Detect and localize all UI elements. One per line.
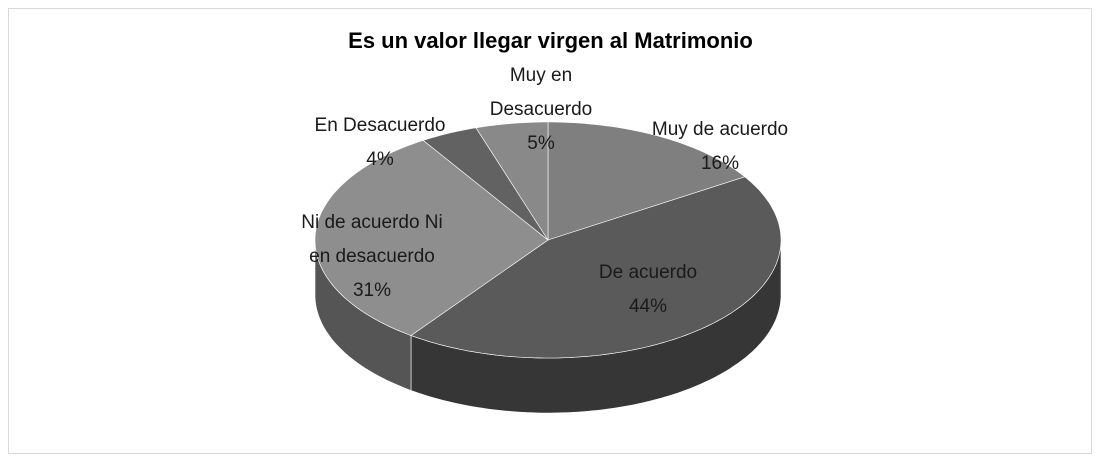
value-label: 31% bbox=[352, 280, 392, 301]
category-label: Muy de acuerdo bbox=[651, 119, 789, 140]
category-label: En Desacuerdo bbox=[314, 115, 446, 136]
data-label: De acuerdo 44% bbox=[548, 256, 748, 324]
slice bbox=[422, 127, 549, 241]
chart-title: Es un valor llegar virgen al Matrimonio bbox=[348, 28, 753, 53]
category-label: De acuerdo bbox=[598, 262, 698, 283]
value-label: 5% bbox=[527, 133, 555, 154]
data-label: Muy de acuerdo 16% bbox=[620, 113, 820, 181]
data-label: Muy en Desacuerdo 5% bbox=[481, 59, 601, 161]
data-label: Ni de acuerdo Ni en desacuerdo 31% bbox=[290, 206, 455, 308]
value-label: 16% bbox=[700, 153, 740, 174]
value-label: 4% bbox=[366, 149, 394, 170]
slice bbox=[410, 176, 782, 359]
category-label: Ni de acuerdo Ni en desacuerdo bbox=[301, 212, 443, 267]
value-label: 44% bbox=[628, 296, 668, 317]
slice bbox=[314, 140, 549, 336]
slice bbox=[475, 121, 549, 242]
slice bbox=[547, 121, 746, 241]
chart-frame bbox=[8, 8, 1092, 454]
data-label: En Desacuerdo 4% bbox=[290, 109, 470, 177]
category-label: Muy en Desacuerdo bbox=[489, 65, 593, 120]
